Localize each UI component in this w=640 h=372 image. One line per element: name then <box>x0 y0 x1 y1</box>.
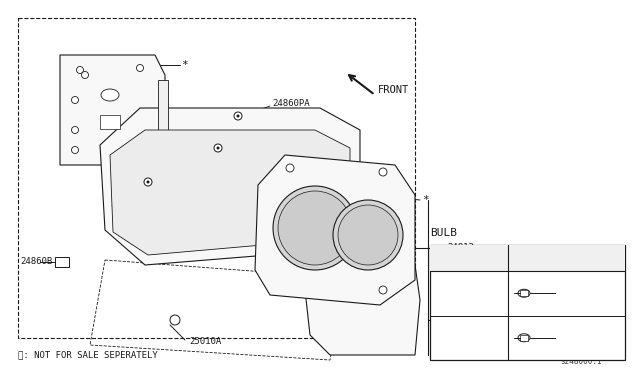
Ellipse shape <box>518 334 530 342</box>
Circle shape <box>234 112 242 120</box>
Circle shape <box>136 64 143 71</box>
Ellipse shape <box>101 89 119 101</box>
Polygon shape <box>305 260 420 355</box>
Circle shape <box>333 200 403 270</box>
Text: PART CODE: PART CODE <box>542 253 591 263</box>
Bar <box>430 245 625 271</box>
Circle shape <box>144 178 152 186</box>
Bar <box>18 18 415 338</box>
Text: 24810: 24810 <box>447 315 474 324</box>
Text: *: * <box>422 195 429 205</box>
Circle shape <box>273 186 357 270</box>
Circle shape <box>170 315 180 325</box>
Bar <box>520 290 528 296</box>
Circle shape <box>286 164 294 172</box>
Bar <box>520 335 528 341</box>
Polygon shape <box>110 130 350 255</box>
Polygon shape <box>100 108 360 265</box>
Text: 24860PA: 24860PA <box>272 99 310 109</box>
Text: 24860PA: 24860PA <box>557 333 595 342</box>
Text: *: * <box>181 60 188 70</box>
Text: ※: NOT FOR SALE SEPERATELY: ※: NOT FOR SALE SEPERATELY <box>18 350 157 359</box>
Bar <box>430 245 625 360</box>
Polygon shape <box>255 155 415 305</box>
Text: 24860PA: 24860PA <box>110 199 148 208</box>
Ellipse shape <box>518 289 530 297</box>
Circle shape <box>216 147 220 150</box>
Circle shape <box>278 191 352 265</box>
Bar <box>100 115 120 129</box>
Circle shape <box>338 205 398 265</box>
Text: 24860P: 24860P <box>250 135 282 144</box>
Circle shape <box>72 147 79 154</box>
Text: s248000.1: s248000.1 <box>560 357 602 366</box>
Circle shape <box>72 96 79 103</box>
Polygon shape <box>60 55 165 165</box>
Bar <box>158 80 168 130</box>
Text: 24860P: 24860P <box>557 289 589 298</box>
Text: BULB: BULB <box>430 228 457 238</box>
Circle shape <box>214 144 222 152</box>
Circle shape <box>147 180 150 183</box>
Text: FRONT: FRONT <box>378 85 409 95</box>
Text: 24860B: 24860B <box>20 257 52 266</box>
Text: 24813: 24813 <box>447 244 474 253</box>
Circle shape <box>379 286 387 294</box>
Circle shape <box>127 157 134 164</box>
Circle shape <box>81 71 88 78</box>
Circle shape <box>72 126 79 134</box>
Circle shape <box>77 67 83 74</box>
Text: 14V-1.4W: 14V-1.4W <box>447 289 490 298</box>
Bar <box>55 257 69 267</box>
Text: 25010A: 25010A <box>189 337 221 346</box>
Text: SPEC: SPEC <box>458 253 480 263</box>
Circle shape <box>237 115 239 118</box>
Circle shape <box>379 168 387 176</box>
Text: 14V-3.4W: 14V-3.4W <box>447 333 490 342</box>
